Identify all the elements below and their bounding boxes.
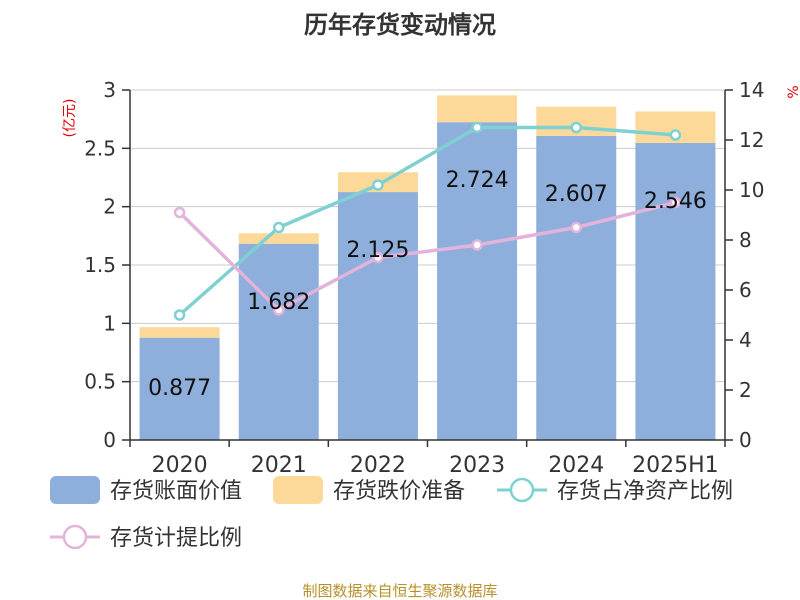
left-axis-tick-label: 1 [103, 311, 116, 335]
legend-label: 存货账面价值 [110, 479, 242, 504]
right-axis-tick-label: 4 [739, 328, 752, 352]
bar-inventory-book-value [536, 135, 617, 440]
x-axis-tick-label: 2020 [152, 453, 208, 478]
bar-layer [139, 95, 716, 440]
legend-label: 存货计提比例 [110, 526, 242, 551]
left-axis-tick-label: 3 [103, 78, 116, 102]
point-inventory-to-net-assets [372, 179, 384, 191]
data-label: 2.724 [446, 168, 509, 193]
point-inventory-to-net-assets [471, 121, 483, 134]
x-axis-tick-label: 2021 [251, 453, 307, 478]
bar-inventory-impairment [139, 327, 220, 338]
point-impairment-ratio [570, 221, 582, 234]
chart-title: 历年存货变动情况 [304, 11, 496, 39]
legend-marker [509, 477, 535, 503]
x-axis-tick-label: 2022 [350, 453, 406, 478]
bar-inventory-book-value [337, 192, 418, 440]
right-axis-tick-label: 6 [739, 278, 752, 302]
point-impairment-ratio [173, 206, 186, 219]
right-axis-unit: % [786, 85, 800, 98]
line-impairment-ratio [178, 200, 676, 313]
line-inventory-to-net-assets [178, 125, 676, 317]
bar-inventory-book-value [238, 243, 319, 440]
point-inventory-to-net-assets [173, 309, 186, 321]
right-axis-tick-label: 12 [739, 128, 764, 152]
data-label: 1.682 [247, 290, 310, 315]
left-axis-tick-label: 0 [103, 428, 116, 452]
x-axis-tick-label: 2024 [548, 453, 604, 478]
point-inventory-to-net-assets [669, 129, 682, 141]
left-axis-unit: (亿元) [62, 99, 78, 138]
left-axis-tick-label: 2.5 [84, 136, 116, 160]
source-note: 制图数据来自恒生聚源数据库 [302, 582, 497, 600]
point-impairment-ratio [471, 239, 483, 251]
point-inventory-to-net-assets [273, 221, 285, 234]
line-layer [173, 121, 682, 321]
data-label: 0.877 [148, 376, 211, 401]
data-label: 2.125 [346, 238, 409, 263]
data-label: 2.546 [644, 189, 707, 214]
right-axis-tick-label: 14 [739, 78, 764, 102]
bar-inventory-impairment [238, 233, 319, 244]
data-label: 2.607 [545, 182, 608, 207]
bar-inventory-impairment [437, 95, 518, 123]
grid-lines [130, 89, 725, 383]
legend-label: 存货跌价准备 [333, 479, 465, 504]
bar-inventory-book-value [635, 142, 716, 440]
point-impairment-ratio [273, 304, 285, 316]
legend-marker [62, 524, 88, 550]
legend-label: 存货占净资产比例 [557, 479, 733, 504]
right-axis-tick-label: 2 [739, 378, 752, 402]
x-axis-tick-label: 2025H1 [632, 453, 719, 478]
left-axis-tick-label: 2 [103, 195, 116, 219]
point-inventory-to-net-assets [570, 121, 582, 134]
left-axis-tick-label: 1.5 [84, 253, 116, 277]
x-axis-tick-label: 2023 [449, 453, 505, 478]
point-impairment-ratio [669, 196, 682, 209]
right-axis-tick-label: 10 [739, 178, 764, 202]
data-label-layer: 0.877 1.682 2.125 2.724 2.607 2.546 [148, 168, 707, 401]
right-axis-tick-label: 8 [739, 228, 752, 252]
axes: 0 0.5 1 1.5 2 2.5 3 0 2 4 6 8 10 12 14 2020 2021 2022 2023… [84, 78, 764, 478]
legend-swatch [273, 476, 323, 504]
legend-swatch [50, 476, 100, 504]
bar-inventory-book-value [437, 122, 518, 440]
point-impairment-ratio [372, 251, 384, 264]
left-axis-tick-label: 0.5 [84, 370, 116, 394]
bar-inventory-book-value [139, 337, 220, 440]
right-axis-tick-label: 0 [739, 428, 752, 452]
